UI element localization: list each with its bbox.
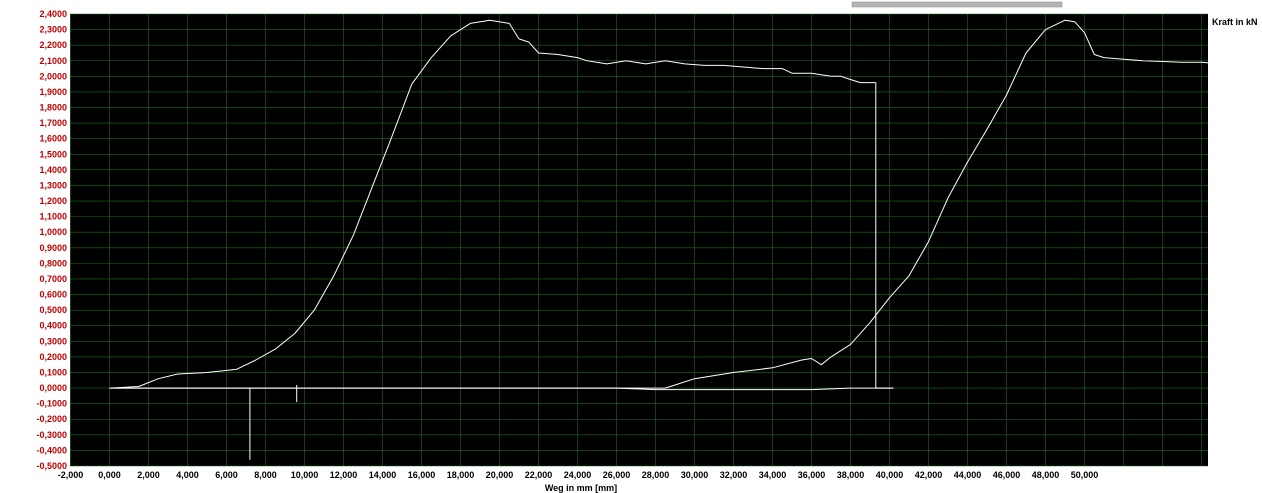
x-tick-label: 18,000 <box>447 470 475 480</box>
plot-area <box>70 14 1208 466</box>
x-tick-label: 46,000 <box>993 470 1021 480</box>
x-tick-label: 10,000 <box>291 470 319 480</box>
x-axis-tick-labels: -2,000 0,000 2,000 4,000 6,000 8,000 10,000 12,… <box>58 470 1099 480</box>
x-tick-label: 8,000 <box>254 470 277 480</box>
y-axis-title: Kraft in kN <box>1212 17 1258 27</box>
y-tick-label: 2,1000 <box>39 56 67 66</box>
y-tick-label: -0,2000 <box>36 414 67 424</box>
y-tick-label: 1,2000 <box>39 196 67 206</box>
y-tick-label: 0,1000 <box>39 367 67 377</box>
x-tick-label: 0,000 <box>98 470 121 480</box>
x-tick-label: 28,000 <box>642 470 670 480</box>
y-tick-label: 0,0000 <box>39 383 67 393</box>
x-tick-label: -2,000 <box>58 470 84 480</box>
data-series <box>109 19 1262 460</box>
x-tick-label: 4,000 <box>176 470 199 480</box>
y-tick-label: 0,7000 <box>39 274 67 284</box>
x-tick-label: 36,000 <box>798 470 826 480</box>
x-tick-label: 14,000 <box>369 470 397 480</box>
x-tick-label: 12,000 <box>330 470 358 480</box>
series-line-1 <box>109 19 894 389</box>
grid-lines <box>70 13 1208 467</box>
y-tick-label: -0,3000 <box>36 430 67 440</box>
x-tick-label: 34,000 <box>759 470 787 480</box>
x-tick-label: 32,000 <box>720 470 748 480</box>
y-tick-label: 0,9000 <box>39 243 67 253</box>
x-tick-label: 16,000 <box>408 470 436 480</box>
y-tick-label: 1,5000 <box>39 149 67 159</box>
y-tick-label: 2,2000 <box>39 40 67 50</box>
y-tick-label: 0,5000 <box>39 305 67 315</box>
x-tick-label: 24,000 <box>564 470 592 480</box>
y-tick-label: 1,6000 <box>39 134 67 144</box>
x-tick-label: 50,000 <box>1071 470 1099 480</box>
y-axis-tick-labels: 2,4000 2,3000 2,2000 2,1000 2,0000 1,9000 1,80… <box>36 9 67 471</box>
series-line-2 <box>109 19 1262 389</box>
y-tick-label: -0,5000 <box>36 461 67 471</box>
y-tick-label: 2,0000 <box>39 71 67 81</box>
x-tick-label: 40,000 <box>876 470 904 480</box>
x-tick-label: 2,000 <box>137 470 160 480</box>
y-tick-label: 2,4000 <box>39 9 67 19</box>
y-tick-label: 0,3000 <box>39 336 67 346</box>
y-tick-label: 1,9000 <box>39 87 67 97</box>
x-tick-label: 30,000 <box>681 470 709 480</box>
x-tick-label: 20,000 <box>486 470 514 480</box>
y-tick-label: 1,1000 <box>39 212 67 222</box>
y-tick-label: 1,4000 <box>39 165 67 175</box>
series-line-3 <box>109 387 894 391</box>
y-tick-label: 0,6000 <box>39 290 67 300</box>
x-tick-label: 48,000 <box>1032 470 1060 480</box>
x-tick-label: 6,000 <box>215 470 238 480</box>
x-tick-label: 22,000 <box>525 470 553 480</box>
top-scrollbar-thumb[interactable] <box>851 1 1063 8</box>
x-tick-label: 44,000 <box>954 470 982 480</box>
y-tick-label: 1,0000 <box>39 227 67 237</box>
x-tick-label: 38,000 <box>837 470 865 480</box>
y-tick-label: 1,3000 <box>39 180 67 190</box>
y-tick-label: 1,8000 <box>39 103 67 113</box>
y-tick-label: 0,8000 <box>39 258 67 268</box>
y-tick-label: 0,4000 <box>39 321 67 331</box>
y-tick-label: 2,3000 <box>39 25 67 35</box>
y-tick-label: 1,7000 <box>39 118 67 128</box>
y-tick-label: -0,4000 <box>36 445 67 455</box>
x-tick-label: 26,000 <box>603 470 631 480</box>
x-axis-title: Weg in mm [mm] <box>545 483 617 493</box>
y-tick-label: 0,2000 <box>39 352 67 362</box>
y-tick-label: -0,1000 <box>36 399 67 409</box>
x-tick-label: 42,000 <box>915 470 943 480</box>
